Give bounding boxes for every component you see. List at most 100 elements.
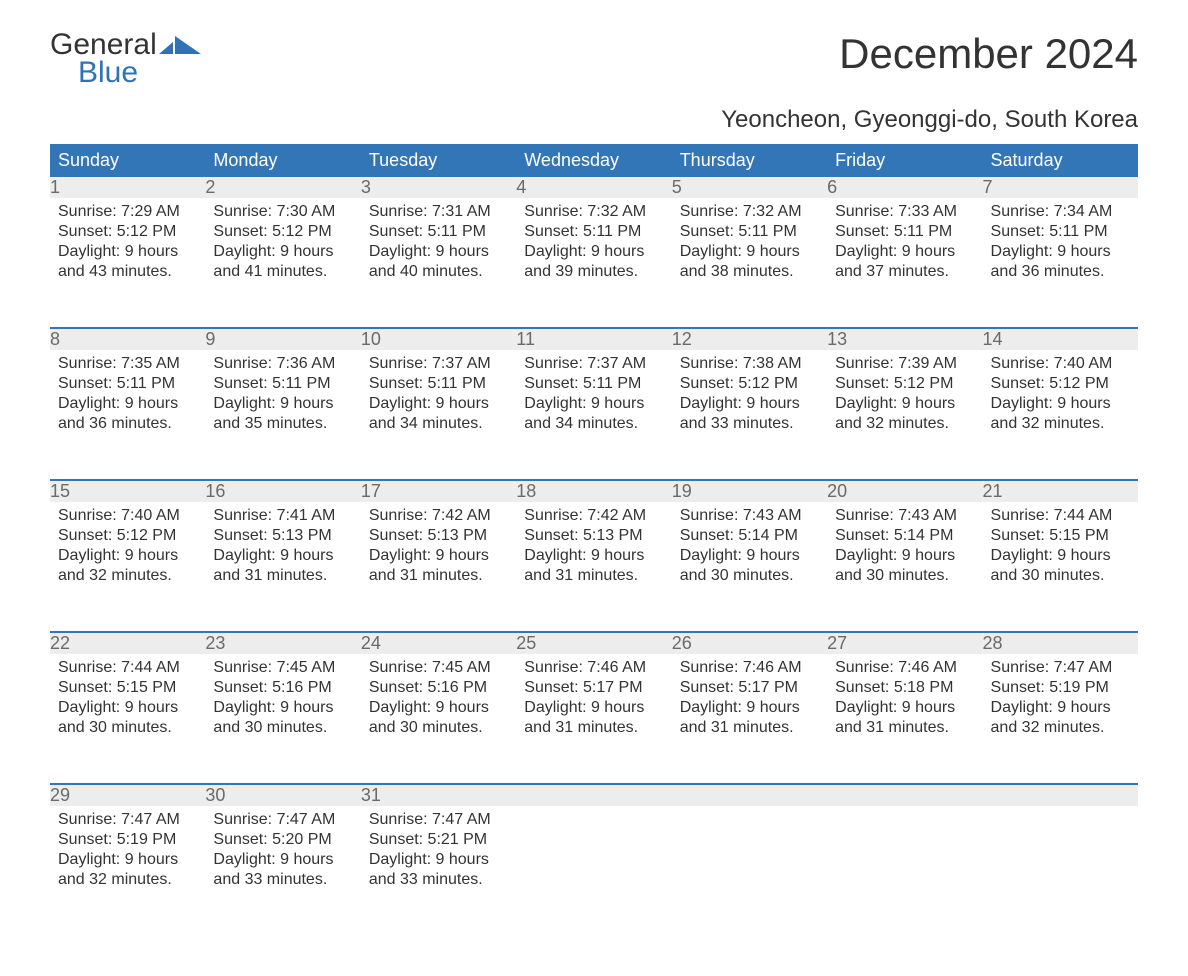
daylight-line-1: Daylight: 9 hours	[58, 698, 197, 718]
day-cell: Sunrise: 7:43 AMSunset: 5:14 PMDaylight:…	[672, 502, 827, 632]
location-subtitle: Yeoncheon, Gyeonggi-do, South Korea	[50, 106, 1138, 134]
day-cell: Sunrise: 7:32 AMSunset: 5:11 PMDaylight:…	[516, 198, 671, 328]
sunrise-line: Sunrise: 7:44 AM	[991, 506, 1130, 526]
day-cell: Sunrise: 7:36 AMSunset: 5:11 PMDaylight:…	[205, 350, 360, 480]
sunset-line: Sunset: 5:11 PM	[369, 374, 508, 394]
weekday-header: Wednesday	[516, 144, 671, 177]
weekday-header: Sunday	[50, 144, 205, 177]
day-number: 11	[516, 329, 671, 350]
daylight-line-1: Daylight: 9 hours	[835, 546, 974, 566]
day-number: 31	[361, 785, 516, 806]
calendar-page: General Blue December 2024 Yeoncheon, Gy…	[0, 0, 1188, 976]
day-number: 23	[205, 633, 360, 654]
daylight-line-1: Daylight: 9 hours	[835, 242, 974, 262]
day-details: Sunrise: 7:34 AMSunset: 5:11 PMDaylight:…	[983, 198, 1138, 286]
day-cell: Sunrise: 7:37 AMSunset: 5:11 PMDaylight:…	[516, 350, 671, 480]
daylight-line-2: and 33 minutes.	[680, 414, 819, 434]
sunrise-line: Sunrise: 7:46 AM	[680, 658, 819, 678]
day-number: 1	[50, 177, 205, 198]
sunset-line: Sunset: 5:11 PM	[680, 222, 819, 242]
sunset-line: Sunset: 5:19 PM	[58, 830, 197, 850]
sunset-line: Sunset: 5:13 PM	[369, 526, 508, 546]
day-number: 8	[50, 329, 205, 350]
day-cell: Sunrise: 7:40 AMSunset: 5:12 PMDaylight:…	[983, 350, 1138, 480]
sunrise-line: Sunrise: 7:47 AM	[369, 810, 508, 830]
daylight-line-1: Daylight: 9 hours	[991, 242, 1130, 262]
daylight-line-1: Daylight: 9 hours	[680, 546, 819, 566]
day-cell: Sunrise: 7:47 AMSunset: 5:19 PMDaylight:…	[50, 806, 205, 936]
sunrise-line: Sunrise: 7:37 AM	[524, 354, 663, 374]
sunset-line: Sunset: 5:12 PM	[680, 374, 819, 394]
daylight-line-1: Daylight: 9 hours	[369, 850, 508, 870]
sunrise-line: Sunrise: 7:45 AM	[213, 658, 352, 678]
day-number	[672, 785, 827, 806]
sunset-line: Sunset: 5:11 PM	[991, 222, 1130, 242]
sunrise-line: Sunrise: 7:42 AM	[369, 506, 508, 526]
day-number: 15	[50, 481, 205, 502]
sunrise-line: Sunrise: 7:31 AM	[369, 202, 508, 222]
daylight-line-2: and 31 minutes.	[213, 566, 352, 586]
brand-name-bottom: Blue	[50, 58, 201, 88]
daylight-line-2: and 31 minutes.	[835, 718, 974, 738]
day-number: 18	[516, 481, 671, 502]
daylight-line-2: and 41 minutes.	[213, 262, 352, 282]
daylight-line-1: Daylight: 9 hours	[524, 546, 663, 566]
sunset-line: Sunset: 5:12 PM	[213, 222, 352, 242]
header-row: General Blue December 2024	[50, 30, 1138, 88]
daylight-line-1: Daylight: 9 hours	[213, 546, 352, 566]
day-cell: Sunrise: 7:31 AMSunset: 5:11 PMDaylight:…	[361, 198, 516, 328]
sunrise-line: Sunrise: 7:45 AM	[369, 658, 508, 678]
daylight-line-1: Daylight: 9 hours	[680, 394, 819, 414]
daylight-line-1: Daylight: 9 hours	[58, 242, 197, 262]
daylight-line-2: and 32 minutes.	[991, 414, 1130, 434]
day-details: Sunrise: 7:46 AMSunset: 5:18 PMDaylight:…	[827, 654, 982, 742]
day-number: 27	[827, 633, 982, 654]
sunrise-line: Sunrise: 7:32 AM	[680, 202, 819, 222]
day-details: Sunrise: 7:46 AMSunset: 5:17 PMDaylight:…	[672, 654, 827, 742]
day-cell: Sunrise: 7:47 AMSunset: 5:20 PMDaylight:…	[205, 806, 360, 936]
day-cell: Sunrise: 7:45 AMSunset: 5:16 PMDaylight:…	[205, 654, 360, 784]
sunset-line: Sunset: 5:13 PM	[524, 526, 663, 546]
daylight-line-2: and 36 minutes.	[991, 262, 1130, 282]
day-details: Sunrise: 7:45 AMSunset: 5:16 PMDaylight:…	[361, 654, 516, 742]
day-cell: Sunrise: 7:44 AMSunset: 5:15 PMDaylight:…	[983, 502, 1138, 632]
day-cell	[827, 806, 982, 936]
weekday-header: Saturday	[983, 144, 1138, 177]
flag-icon	[159, 30, 201, 60]
weekday-header: Friday	[827, 144, 982, 177]
sunrise-line: Sunrise: 7:39 AM	[835, 354, 974, 374]
day-details: Sunrise: 7:29 AMSunset: 5:12 PMDaylight:…	[50, 198, 205, 286]
day-details: Sunrise: 7:46 AMSunset: 5:17 PMDaylight:…	[516, 654, 671, 742]
sunset-line: Sunset: 5:17 PM	[680, 678, 819, 698]
sunset-line: Sunset: 5:11 PM	[213, 374, 352, 394]
day-details: Sunrise: 7:38 AMSunset: 5:12 PMDaylight:…	[672, 350, 827, 438]
day-number: 25	[516, 633, 671, 654]
sunrise-line: Sunrise: 7:47 AM	[991, 658, 1130, 678]
daylight-line-2: and 30 minutes.	[835, 566, 974, 586]
day-number: 3	[361, 177, 516, 198]
sunset-line: Sunset: 5:11 PM	[835, 222, 974, 242]
weekday-header: Tuesday	[361, 144, 516, 177]
sunset-line: Sunset: 5:19 PM	[991, 678, 1130, 698]
day-cell: Sunrise: 7:39 AMSunset: 5:12 PMDaylight:…	[827, 350, 982, 480]
day-number-row: 15161718192021	[50, 481, 1138, 502]
sunset-line: Sunset: 5:11 PM	[524, 374, 663, 394]
day-details: Sunrise: 7:39 AMSunset: 5:12 PMDaylight:…	[827, 350, 982, 438]
sunset-line: Sunset: 5:20 PM	[213, 830, 352, 850]
sunrise-line: Sunrise: 7:29 AM	[58, 202, 197, 222]
sunset-line: Sunset: 5:15 PM	[58, 678, 197, 698]
page-title: December 2024	[839, 30, 1138, 78]
day-cell: Sunrise: 7:46 AMSunset: 5:18 PMDaylight:…	[827, 654, 982, 784]
daylight-line-2: and 30 minutes.	[680, 566, 819, 586]
day-cell: Sunrise: 7:30 AMSunset: 5:12 PMDaylight:…	[205, 198, 360, 328]
daylight-line-1: Daylight: 9 hours	[524, 698, 663, 718]
day-cell: Sunrise: 7:32 AMSunset: 5:11 PMDaylight:…	[672, 198, 827, 328]
day-details: Sunrise: 7:32 AMSunset: 5:11 PMDaylight:…	[672, 198, 827, 286]
sunset-line: Sunset: 5:12 PM	[58, 222, 197, 242]
daylight-line-2: and 34 minutes.	[369, 414, 508, 434]
day-details: Sunrise: 7:47 AMSunset: 5:20 PMDaylight:…	[205, 806, 360, 894]
sunrise-line: Sunrise: 7:41 AM	[213, 506, 352, 526]
daylight-line-1: Daylight: 9 hours	[213, 698, 352, 718]
day-cell: Sunrise: 7:42 AMSunset: 5:13 PMDaylight:…	[516, 502, 671, 632]
weekday-header: Monday	[205, 144, 360, 177]
